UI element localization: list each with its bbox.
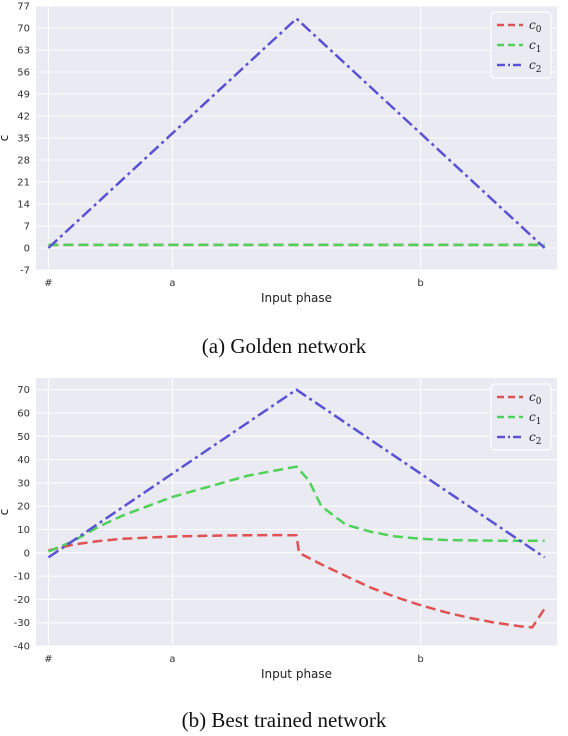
y-tick-label: 20	[17, 502, 30, 513]
y-tick-label: 60	[17, 408, 30, 419]
x-tick-label: b	[417, 278, 423, 289]
y-tick-label: 14	[17, 200, 30, 211]
y-tick-label: -30	[14, 618, 30, 629]
caption-golden-network: (a) Golden network	[201, 334, 367, 358]
series-line-c0	[48, 533, 546, 629]
y-tick-label: -7	[20, 266, 30, 277]
series-line-c2	[47, 17, 546, 249]
x-tick-label: #	[44, 654, 52, 665]
y-tick-label: 10	[17, 525, 30, 536]
y-tick-label: 40	[17, 455, 30, 466]
legend-label: c0	[529, 18, 542, 35]
x-tick-label: b	[417, 654, 423, 665]
x-axis-label: Input phase	[261, 667, 332, 681]
legend-label: c2	[529, 430, 541, 447]
caption-best-trained-network: (b) Best trained network	[181, 708, 387, 732]
y-tick-label: 7	[24, 222, 30, 233]
chart-panel-0: -7 0 7 14 21 28 35 42 49 56 63 70 77 # a b Input phase c c…	[0, 2, 557, 305]
chart-panel-1: -40 -30 -20 -10 0 10 20 30 40 50 60 70 # a b Input phas…	[0, 378, 557, 681]
y-tick-label: 50	[17, 432, 30, 443]
plot-area	[36, 378, 557, 646]
y-tick-label: 70	[17, 385, 30, 396]
y-tick-label: -20	[14, 595, 30, 606]
y-tick-label: 21	[17, 178, 30, 189]
y-tick-label: 77	[17, 2, 30, 13]
y-tick-label: 70	[17, 24, 30, 35]
y-axis-label: c	[0, 509, 11, 516]
y-axis-label: c	[0, 135, 11, 142]
legend-label: c0	[529, 390, 542, 407]
series-line-c2	[47, 388, 546, 559]
y-tick-label: 63	[17, 46, 30, 57]
y-tick-label: 49	[17, 90, 30, 101]
x-tick-label: a	[169, 654, 175, 665]
y-tick-label: 0	[24, 244, 30, 255]
legend-label: c1	[529, 38, 541, 55]
x-axis-label: Input phase	[261, 291, 332, 305]
y-tick-label: 0	[24, 548, 30, 559]
y-tick-label: 30	[17, 478, 30, 489]
y-tick-label: 42	[17, 112, 30, 123]
x-tick-label: #	[44, 278, 52, 289]
series-line-c1	[47, 465, 545, 553]
y-tick-label: 35	[17, 134, 30, 145]
legend-label: c1	[529, 410, 541, 427]
y-tick-label: 56	[17, 68, 30, 79]
x-tick-label: a	[169, 278, 175, 289]
y-tick-label: -40	[14, 642, 30, 653]
y-tick-label: -10	[14, 572, 30, 583]
y-tick-label: 28	[17, 156, 30, 167]
legend-label: c2	[529, 58, 541, 75]
